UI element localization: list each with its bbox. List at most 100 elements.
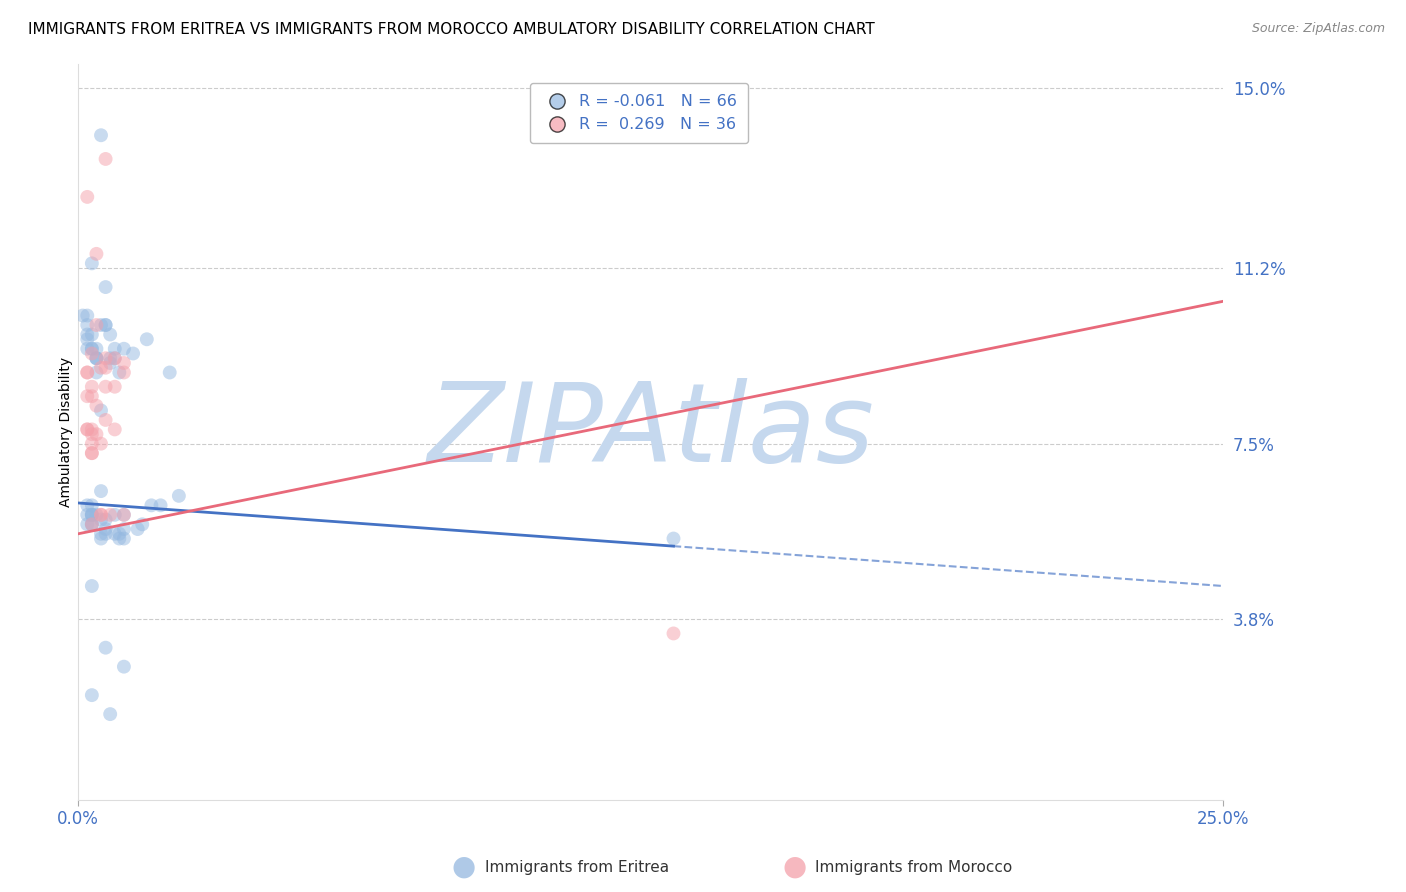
Point: [98, 356, 121, 370]
Point: [104, 508, 127, 522]
Point: [80, 508, 103, 522]
Point: [80, 422, 103, 436]
Point: [86, 351, 108, 366]
Point: [80, 389, 103, 403]
Point: [86, 351, 108, 366]
Point: [86, 247, 108, 261]
Point: [90, 484, 112, 499]
Point: [80, 380, 103, 394]
Point: [94, 380, 117, 394]
Point: [86, 318, 108, 332]
Point: [90, 512, 112, 526]
Point: [90, 318, 112, 332]
Point: [131, 517, 153, 532]
Point: [76, 342, 98, 356]
Point: [94, 512, 117, 526]
Point: [108, 526, 131, 541]
Point: [104, 380, 127, 394]
Text: ZIPAtlas: ZIPAtlas: [427, 378, 875, 485]
Text: Immigrants from Eritrea: Immigrants from Eritrea: [485, 860, 669, 874]
Point: [90, 403, 112, 417]
Point: [108, 366, 131, 380]
Point: [86, 508, 108, 522]
Point: [76, 517, 98, 532]
Point: [90, 508, 112, 522]
Point: [112, 532, 135, 546]
Text: ●: ●: [451, 853, 477, 881]
Text: Immigrants from Morocco: Immigrants from Morocco: [815, 860, 1012, 874]
Point: [80, 427, 103, 442]
Point: [80, 446, 103, 460]
Point: [90, 526, 112, 541]
Point: [80, 499, 103, 513]
Point: [80, 517, 103, 532]
Point: [104, 351, 127, 366]
Point: [112, 356, 135, 370]
Text: Source: ZipAtlas.com: Source: ZipAtlas.com: [1251, 22, 1385, 36]
Text: ●: ●: [782, 853, 807, 881]
Point: [167, 489, 190, 503]
Point: [94, 413, 117, 427]
Point: [94, 360, 117, 375]
Point: [86, 427, 108, 442]
Point: [98, 351, 121, 366]
Point: [112, 508, 135, 522]
Point: [98, 707, 121, 722]
Point: [76, 318, 98, 332]
Point: [76, 366, 98, 380]
Point: [80, 517, 103, 532]
Point: [90, 128, 112, 143]
Point: [94, 280, 117, 294]
Point: [76, 366, 98, 380]
Point: [76, 190, 98, 204]
Point: [86, 351, 108, 366]
Point: [80, 436, 103, 450]
Point: [104, 422, 127, 436]
Point: [76, 389, 98, 403]
Point: [98, 508, 121, 522]
Point: [80, 327, 103, 342]
Point: [80, 688, 103, 702]
Point: [159, 366, 181, 380]
Point: [104, 526, 127, 541]
Point: [76, 508, 98, 522]
Point: [94, 152, 117, 166]
Point: [94, 318, 117, 332]
Point: [662, 626, 685, 640]
Point: [72, 309, 94, 323]
Point: [90, 436, 112, 450]
Point: [98, 327, 121, 342]
Point: [86, 342, 108, 356]
Point: [122, 346, 145, 360]
Point: [135, 332, 157, 346]
Point: [80, 346, 103, 360]
Point: [76, 422, 98, 436]
Point: [94, 522, 117, 536]
Point: [80, 508, 103, 522]
Point: [112, 342, 135, 356]
Point: [80, 579, 103, 593]
Point: [80, 342, 103, 356]
Point: [76, 327, 98, 342]
Point: [80, 256, 103, 270]
Point: [86, 399, 108, 413]
Point: [86, 366, 108, 380]
Point: [76, 422, 98, 436]
Point: [141, 499, 163, 513]
Point: [94, 640, 117, 655]
Point: [112, 659, 135, 673]
Point: [76, 499, 98, 513]
Y-axis label: Ambulatory Disability: Ambulatory Disability: [59, 357, 73, 507]
Point: [76, 309, 98, 323]
Point: [104, 342, 127, 356]
Point: [108, 532, 131, 546]
Point: [90, 360, 112, 375]
Point: [90, 532, 112, 546]
Point: [104, 351, 127, 366]
Point: [80, 517, 103, 532]
Point: [94, 318, 117, 332]
Point: [112, 522, 135, 536]
Legend: R = -0.061   N = 66, R =  0.269   N = 36: R = -0.061 N = 66, R = 0.269 N = 36: [530, 83, 748, 144]
Point: [80, 446, 103, 460]
Point: [80, 508, 103, 522]
